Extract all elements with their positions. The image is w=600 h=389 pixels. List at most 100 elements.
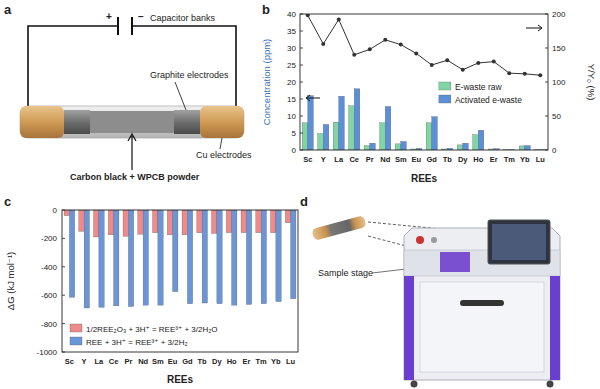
tick [300,116,303,117]
bar [108,210,113,235]
bar [182,210,187,235]
category-label: Tm [504,155,516,164]
bar [69,210,74,297]
category-label: Lu [536,155,546,164]
polarity: − [138,11,144,22]
bar [64,210,69,216]
category-label: Eu [411,155,421,164]
tick [300,65,303,66]
bar [271,210,276,233]
bar [128,210,133,307]
panel-label: c [4,194,11,209]
legend-swatch [70,337,82,345]
bar [302,123,308,150]
panel-label: d [300,194,308,209]
cu-electrode [20,106,64,138]
marker [337,17,341,21]
bar [123,210,128,236]
marker [538,73,542,77]
axis-title: REEs [411,173,438,184]
bar [226,210,231,233]
tick [545,82,548,83]
category-label: Sc [65,357,74,366]
vent [460,300,504,306]
tick [62,295,65,296]
tick-label: -600 [41,291,58,300]
tick-label: 0 [552,146,557,155]
bar [401,142,407,151]
axis-arrow [526,25,542,31]
category-label: Dy [212,357,222,366]
bar [246,210,251,304]
leader [220,138,222,149]
category-label: Tb [198,357,208,366]
legend-swatch [439,95,451,103]
category-label: Pr [124,357,132,366]
bar [380,123,386,150]
panel-d: Sample stage [311,215,560,387]
marker [306,14,310,17]
tick [300,133,303,134]
bar [143,210,148,305]
tick [300,150,303,151]
screen-display [492,224,546,260]
panel-a: +−Capacitor banksGraphite electrodesCu e… [20,11,252,182]
bar [114,210,119,306]
legend-swatch [70,324,82,332]
sample-tube [311,215,366,241]
tick-label: 200 [552,10,566,19]
category-label: Pr [366,155,374,164]
plot-marks [64,210,296,308]
tick [300,99,303,100]
bar [153,210,158,233]
category-label: Ce [349,155,359,164]
diagram-label: Carbon black + WPCB powder [70,172,200,182]
marker [321,42,325,46]
category-label: Gd [182,357,193,366]
button [431,237,437,243]
category-label: Nd [380,155,390,164]
wheel [411,381,418,388]
category-label: Yb [271,357,281,366]
tick [62,352,65,353]
plot-frame [62,210,298,352]
capacitor-plate [117,17,119,35]
category-label: Tm [256,357,268,366]
figure: abcd+−Capacitor banksGraphite electrodes… [0,0,600,389]
bar [79,210,84,231]
tick [545,48,548,49]
graphite-electrode [174,110,200,134]
bar [212,210,217,233]
marker [383,38,387,42]
bar [158,210,163,305]
plot-frame [300,14,548,150]
bar [432,117,438,150]
line [308,15,541,75]
cu-electrode [200,106,244,138]
sample-powder [90,111,174,133]
bar [519,146,525,150]
tick [300,48,303,49]
category-label: La [94,357,104,366]
category-label: Nd [138,357,148,366]
marker [492,60,496,64]
marker [414,51,418,55]
category-label: Er [242,357,250,366]
chart-0: 0510152025303540050100150200ScYLaCePrNdS… [261,10,597,184]
front-panel [420,282,544,372]
category-label: Ho [227,357,237,366]
legend-label: REE + 3H⁺ = REE³⁺ + 3/2H₂ [86,338,188,347]
tick-label: 50 [552,112,561,121]
tick [62,210,65,211]
category-label: Ce [109,357,119,366]
bar [187,210,192,304]
bar [525,146,531,150]
category-label: Ho [473,155,483,164]
diagram-label: Cu electrodes [196,150,252,160]
tick [545,14,548,15]
chart-1: -1000-800-600-400-2000ScYLaCePrNdSmEuGdT… [5,206,298,385]
bar [463,143,469,150]
axis-title: Concentration (ppm) [261,39,272,126]
tick [62,323,65,324]
legend-label: Activated e-waste [455,95,522,105]
